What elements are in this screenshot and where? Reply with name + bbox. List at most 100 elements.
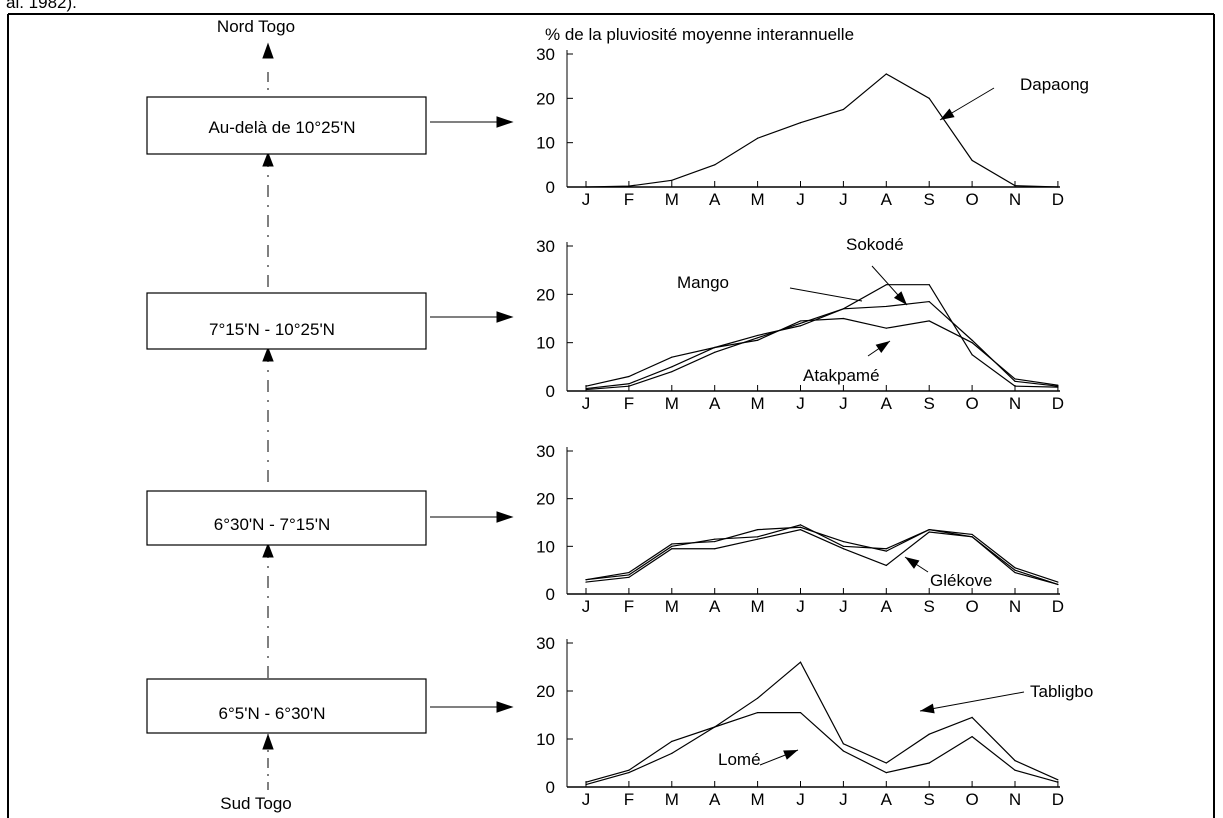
data-point <box>714 164 716 166</box>
data-point <box>842 308 845 310</box>
y-axis-label: % de la pluviosité moyenne interannuelle <box>545 25 854 44</box>
data-point <box>671 545 673 547</box>
x-tick-label: D <box>1052 790 1064 809</box>
y-tick-label: 20 <box>536 285 555 304</box>
data-point <box>714 538 716 540</box>
chart-panel-3: 0 10 20 30 J F M A M J J A S O N D Glékove <box>536 442 1064 616</box>
y-tick-label: 10 <box>536 334 555 353</box>
x-tick-label: J <box>582 394 591 413</box>
data-point <box>1014 760 1016 762</box>
data-point <box>971 736 973 738</box>
data-point <box>1057 781 1059 783</box>
series-line-3 <box>585 524 1059 586</box>
data-point <box>585 385 587 387</box>
data-point <box>628 185 630 187</box>
data-point <box>1014 185 1016 187</box>
top-text: al. 1982). <box>6 0 77 12</box>
data-point <box>757 339 759 341</box>
annotation-arrowhead <box>875 341 890 354</box>
zone-box-frame <box>146 96 427 155</box>
data-point <box>799 325 802 327</box>
zone-box-frame <box>146 292 427 350</box>
data-point <box>799 322 802 324</box>
x-tick-label: F <box>624 394 634 413</box>
y-tick-label: 30 <box>536 237 555 256</box>
data-point <box>628 571 630 574</box>
data-point <box>842 540 845 543</box>
x-tick-label: J <box>796 394 805 413</box>
data-point <box>757 334 759 337</box>
x-tick-label: M <box>751 597 765 616</box>
data-point <box>628 375 630 378</box>
data-point <box>842 548 845 550</box>
data-point <box>971 536 973 538</box>
x-tick-label: J <box>796 597 805 616</box>
x-tick-label: O <box>965 790 978 809</box>
data-point <box>628 769 630 771</box>
x-tick-label: J <box>839 597 848 616</box>
data-point <box>885 73 887 75</box>
x-tick-label: M <box>665 190 679 209</box>
y-tick-label: 20 <box>536 490 555 509</box>
data-point <box>714 540 716 543</box>
x-tick-label: F <box>624 597 634 616</box>
x-tick-label: S <box>924 394 935 413</box>
data-point <box>628 385 630 387</box>
y-tick-label: 30 <box>536 634 555 653</box>
y-tick-label: 10 <box>536 134 555 153</box>
x-tick-label: S <box>924 790 935 809</box>
nord-togo-label: Nord Togo <box>217 17 295 36</box>
data-point <box>757 337 759 339</box>
x-tick-label: M <box>665 597 679 616</box>
x-tick-label: A <box>709 597 721 616</box>
data-point <box>928 300 930 303</box>
x-tick-label: O <box>965 190 978 209</box>
data-point <box>842 108 845 111</box>
data-point <box>714 346 716 349</box>
x-tick-label: J <box>796 790 805 809</box>
series-line-lomé <box>585 711 1059 783</box>
data-point <box>714 726 716 728</box>
data-point <box>842 545 845 547</box>
y-tick-label: 30 <box>536 45 555 64</box>
series-line-dapaong <box>585 73 1058 188</box>
data-point <box>1057 186 1059 188</box>
x-tick-label: J <box>796 190 805 209</box>
data-point <box>799 122 802 124</box>
data-point <box>928 529 930 531</box>
data-point <box>757 712 759 714</box>
data-point <box>671 371 673 373</box>
x-tick-label: J <box>839 790 848 809</box>
data-point <box>671 740 673 743</box>
annotation-leader <box>789 287 863 302</box>
arrow-head-up <box>262 542 274 558</box>
x-tick-label: A <box>881 597 893 616</box>
data-point <box>1057 583 1059 586</box>
data-point <box>885 305 887 308</box>
data-point <box>585 388 587 391</box>
data-point <box>628 574 630 576</box>
data-point <box>1014 378 1016 380</box>
data-point <box>757 529 759 531</box>
data-point <box>585 186 587 188</box>
zone-box-3: 6°30'N - 7°15'N <box>146 490 427 546</box>
x-tick-label: D <box>1052 394 1064 413</box>
zone-arrow-head <box>496 311 514 323</box>
data-point <box>799 526 802 528</box>
annotation-arrowhead <box>940 108 955 120</box>
annotation-label: Mango <box>677 273 729 292</box>
data-point <box>628 772 630 774</box>
data-point <box>885 327 887 329</box>
latitude-axis <box>262 42 274 790</box>
x-tick-label: N <box>1009 394 1021 413</box>
annotation-arrowhead <box>783 750 798 760</box>
x-tick-label: F <box>624 790 634 809</box>
annotation-arrowhead <box>905 557 920 569</box>
data-point <box>628 576 630 578</box>
chart-panel-2: 0 10 20 30 J F M A M J J A S O N D Mango Sokodé Atakpamé <box>536 235 1064 413</box>
annotation-arrowhead <box>920 703 935 714</box>
data-point <box>928 284 930 286</box>
data-point <box>928 97 930 99</box>
data-point <box>757 538 759 540</box>
data-point <box>971 159 973 161</box>
